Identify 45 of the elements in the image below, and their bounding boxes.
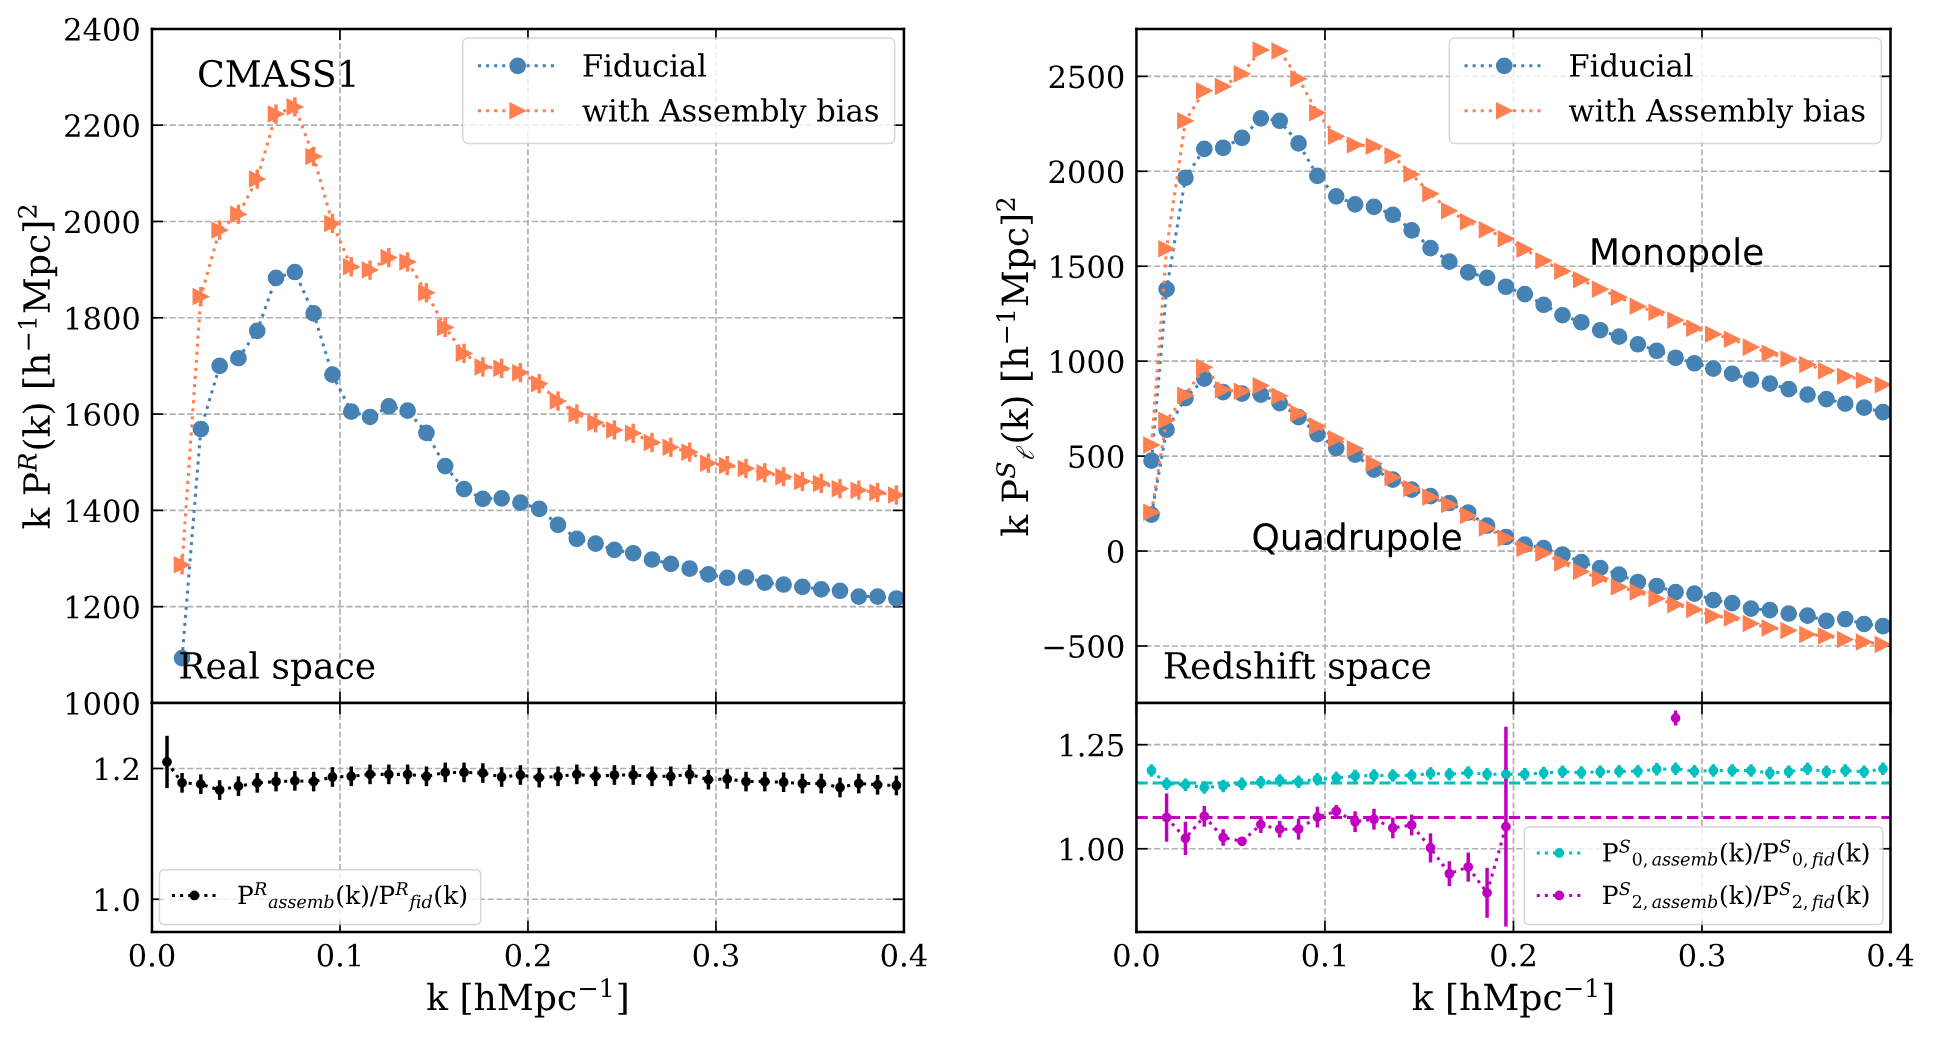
y-tick-label: 2400 — [65, 17, 139, 41]
y-tick-label: 1000 — [1051, 350, 1124, 374]
y-tick-label: 2000 — [65, 210, 139, 234]
x-tick-label: 0.0 — [129, 943, 175, 967]
x-tick-label: 0.2 — [1491, 943, 1535, 967]
y-tick-label: 1.00 — [1061, 837, 1124, 861]
x-tick-label: 0.0 — [1114, 943, 1159, 967]
annotation: Real space — [180, 651, 375, 687]
legend-label: with Assembly bias — [1568, 98, 1865, 129]
y-tick-label: 1000 — [66, 691, 139, 716]
legend-label: Fiducial — [1570, 53, 1693, 77]
y-axis-title: k P$^{S}$$_{ℓ}$(k) [h$^{−1}$Mpc]$^{2}$ — [996, 198, 1036, 536]
x-tick-label: 0.1 — [1302, 943, 1345, 967]
y-tick-label: −500 — [1044, 634, 1124, 659]
y-tick-label: 0 — [1107, 540, 1124, 564]
annotation: Monopole — [1592, 237, 1763, 273]
annotation: CMASS1 — [199, 59, 355, 88]
y-tick-label: 1.25 — [1061, 733, 1123, 757]
y-tick-label: 2200 — [65, 114, 139, 138]
y-tick-label: 1.0 — [96, 888, 139, 912]
legend-label: with Assembly bias — [582, 98, 878, 129]
y-tick-label: 1400 — [66, 499, 139, 523]
legend-label: Fiducial — [583, 53, 707, 77]
x-tick-label: 0.4 — [881, 943, 927, 967]
x-axis-title: k [hMpc$^{−1}$] — [1412, 978, 1613, 1018]
y-tick-label: 1.2 — [96, 757, 138, 781]
x-axis-title: k [hMpc$^{−1}$] — [427, 978, 627, 1018]
legend-label: P$^{S}$$_{0,assemb}$(k)/P$^{S}$$_{0,fid}$(k) — [1603, 839, 1869, 870]
legend-label: P$^{S}$$_{2,assemb}$(k)/P$^{S}$$_{2,fid}$(k) — [1603, 881, 1869, 912]
annotation: Redshift space — [1164, 651, 1431, 687]
y-axis-title: k P$^{R}$(k) [h$^{−1}$Mpc]$^{2}$ — [17, 205, 58, 529]
y-tick-label: 1500 — [1051, 255, 1124, 279]
x-tick-label: 0.2 — [505, 943, 550, 967]
x-tick-label: 0.3 — [693, 943, 738, 967]
x-tick-label: 0.3 — [1679, 943, 1725, 967]
annotation: Quadrupole — [1253, 522, 1461, 558]
y-tick-label: 2000 — [1049, 160, 1124, 184]
y-tick-label: 1600 — [66, 403, 139, 427]
x-tick-label: 0.1 — [317, 943, 360, 967]
y-tick-label: 500 — [1069, 445, 1124, 469]
y-tick-label: 1200 — [66, 595, 139, 619]
x-tick-label: 0.4 — [1868, 943, 1914, 967]
legend-label: P$^{R}$$_{assemb}$(k)/P$^{R}$$_{fid}$(k) — [238, 882, 467, 912]
y-tick-label: 2500 — [1049, 65, 1124, 89]
y-tick-label: 1800 — [66, 306, 139, 330]
